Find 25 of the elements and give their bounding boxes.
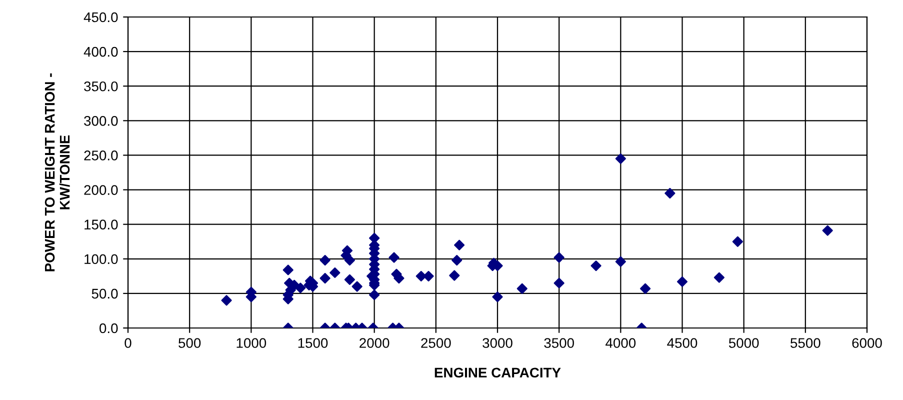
y-tick-label: 450.0 bbox=[84, 12, 118, 22]
x-tick-label: 3000 bbox=[482, 338, 512, 348]
x-tick-label: 1500 bbox=[298, 338, 328, 348]
x-tick-label: 5500 bbox=[790, 338, 820, 348]
x-tick-label: 2000 bbox=[360, 338, 390, 348]
x-tick-label: 5000 bbox=[728, 338, 759, 348]
y-tick-label: 50.0 bbox=[92, 288, 118, 299]
x-tick-label: 4000 bbox=[606, 338, 636, 348]
x-tick-label: 0 bbox=[124, 338, 132, 348]
y-tick-label: 350.0 bbox=[84, 81, 118, 92]
x-tick-label: 3500 bbox=[544, 338, 574, 348]
y-tick-label: 0.0 bbox=[100, 323, 118, 334]
x-tick-label: 4500 bbox=[667, 338, 698, 348]
x-tick-label: 1000 bbox=[236, 338, 266, 348]
y-axis-title: POWER TO WEIGHT RATION - KW/TONNE bbox=[44, 73, 70, 272]
y-tick-label: 200.0 bbox=[84, 185, 118, 195]
y-tick-label: 100.0 bbox=[84, 254, 118, 264]
x-tick-label: 2500 bbox=[421, 338, 451, 348]
y-tick-label: 300.0 bbox=[84, 116, 118, 126]
y-tick-label: 250.0 bbox=[84, 150, 118, 160]
x-tick-label: 6000 bbox=[852, 338, 882, 348]
x-tick-label: 500 bbox=[178, 338, 201, 348]
y-tick-label: 150.0 bbox=[84, 220, 118, 230]
x-axis-title: ENGINE CAPACITY bbox=[434, 368, 561, 378]
y-tick-label: 400.0 bbox=[84, 46, 118, 57]
